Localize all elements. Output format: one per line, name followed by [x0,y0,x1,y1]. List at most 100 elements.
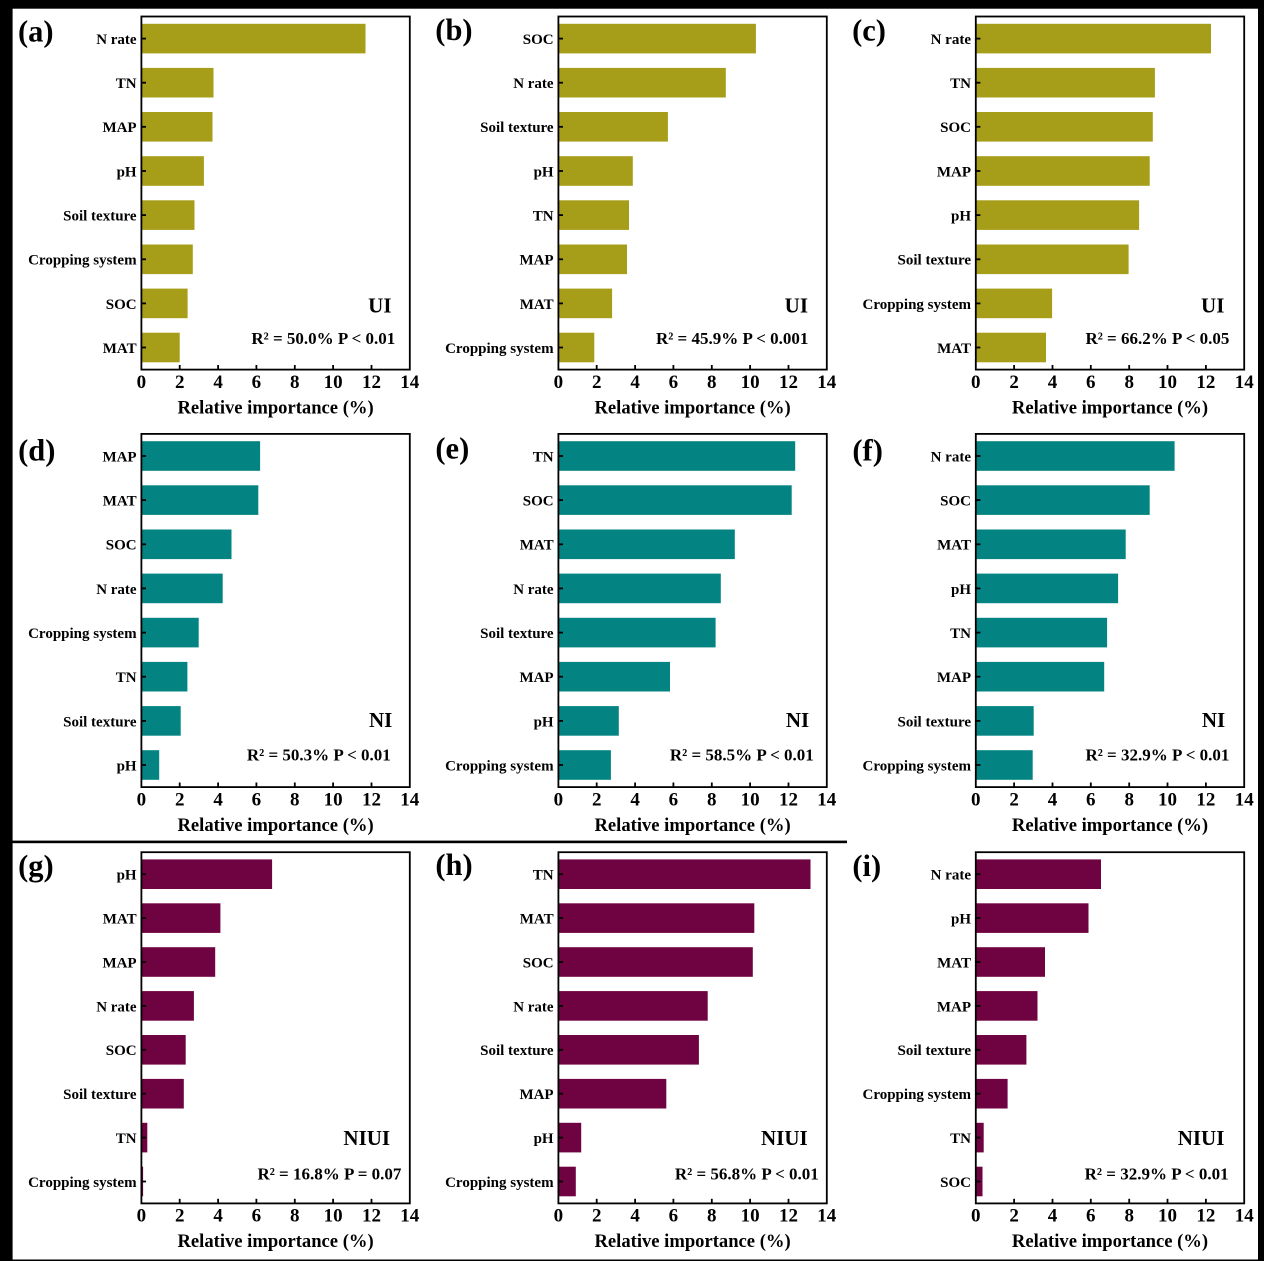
svg-text:12: 12 [1196,789,1215,810]
svg-text:N rate: N rate [513,582,554,598]
svg-text:Cropping system: Cropping system [863,758,972,774]
svg-text:8: 8 [1124,789,1134,810]
svg-text:UI: UI [368,293,391,317]
svg-text:(f): (f) [852,433,882,467]
svg-text:TN: TN [116,1131,137,1147]
svg-text:6: 6 [669,789,679,810]
svg-text:2: 2 [175,372,185,393]
svg-text:pH: pH [534,714,554,730]
svg-text:N rate: N rate [931,32,972,48]
svg-text:N rate: N rate [96,999,137,1015]
svg-text:14: 14 [1235,789,1255,810]
svg-text:MAT: MAT [103,494,137,510]
svg-text:SOC: SOC [106,538,137,554]
svg-text:12: 12 [362,789,381,810]
svg-text:Cropping system: Cropping system [28,1175,137,1191]
svg-text:14: 14 [817,789,837,810]
svg-text:TN: TN [116,670,137,686]
svg-text:pH: pH [534,1131,554,1147]
svg-text:(b): (b) [435,13,472,47]
svg-text:MAT: MAT [103,341,137,357]
svg-text:Relative importance (%): Relative importance (%) [177,397,373,418]
svg-text:NI: NI [1202,708,1225,732]
svg-text:6: 6 [252,372,262,393]
svg-text:4: 4 [213,1206,223,1227]
svg-text:10: 10 [324,789,343,810]
svg-text:4: 4 [630,372,640,393]
svg-text:N rate: N rate [513,76,554,92]
svg-text:10: 10 [741,789,760,810]
svg-text:0: 0 [137,789,147,810]
svg-text:6: 6 [1086,372,1096,393]
svg-text:2: 2 [592,789,602,810]
svg-text:Cropping system: Cropping system [863,1087,972,1103]
svg-text:Cropping system: Cropping system [28,626,137,642]
svg-text:10: 10 [324,372,343,393]
svg-text:4: 4 [1048,1206,1058,1227]
svg-text:NIUI: NIUI [1178,1126,1225,1150]
svg-text:(d): (d) [18,433,55,467]
svg-text:12: 12 [1196,372,1215,393]
svg-text:0: 0 [137,1206,147,1227]
svg-text:Soil texture: Soil texture [480,626,554,642]
svg-text:NI: NI [369,708,392,732]
svg-text:SOC: SOC [940,494,971,510]
svg-text:(i): (i) [852,849,881,883]
svg-text:6: 6 [1086,1206,1096,1227]
svg-text:2: 2 [1009,372,1019,393]
svg-text:Cropping system: Cropping system [445,1175,554,1191]
svg-text:6: 6 [669,372,679,393]
svg-text:MAT: MAT [103,912,137,928]
svg-text:MAP: MAP [102,449,136,465]
svg-text:0: 0 [971,1206,981,1227]
svg-text:SOC: SOC [523,494,554,510]
svg-text:14: 14 [817,1206,837,1227]
svg-text:6: 6 [669,1206,679,1227]
svg-text:MAP: MAP [937,999,971,1015]
svg-text:R² = 50.3% P < 0.01: R² = 50.3% P < 0.01 [247,745,391,764]
svg-text:SOC: SOC [940,1175,971,1191]
svg-text:MAP: MAP [937,670,971,686]
svg-text:Soil texture: Soil texture [898,714,972,730]
svg-text:12: 12 [779,372,798,393]
svg-text:pH: pH [951,582,971,598]
svg-text:MAP: MAP [519,253,553,269]
svg-text:0: 0 [971,789,981,810]
svg-text:10: 10 [1158,789,1177,810]
svg-text:8: 8 [290,789,300,810]
svg-text:0: 0 [554,1206,564,1227]
svg-text:SOC: SOC [523,955,554,971]
svg-text:MAP: MAP [519,1087,553,1103]
svg-text:TN: TN [533,209,554,225]
svg-text:2: 2 [175,1206,185,1227]
svg-text:R² = 58.5% P < 0.01: R² = 58.5% P < 0.01 [670,745,814,764]
svg-text:pH: pH [117,758,137,774]
svg-text:SOC: SOC [106,297,137,313]
svg-text:TN: TN [533,449,554,465]
svg-text:8: 8 [290,372,300,393]
svg-text:Relative importance (%): Relative importance (%) [177,1231,373,1252]
svg-text:4: 4 [213,372,223,393]
svg-text:Relative importance (%): Relative importance (%) [1012,815,1208,836]
svg-text:pH: pH [117,868,137,884]
svg-text:12: 12 [1196,1206,1215,1227]
svg-text:NIUI: NIUI [343,1126,390,1150]
svg-text:0: 0 [554,789,564,810]
svg-text:MAP: MAP [102,955,136,971]
svg-text:Relative importance (%): Relative importance (%) [177,815,373,836]
svg-text:0: 0 [971,372,981,393]
svg-text:2: 2 [592,1206,602,1227]
svg-text:12: 12 [362,1206,381,1227]
svg-text:14: 14 [400,372,420,393]
svg-text:Soil texture: Soil texture [63,1087,137,1103]
svg-text:10: 10 [741,372,760,393]
svg-text:(a): (a) [18,15,54,49]
svg-text:10: 10 [741,1206,760,1227]
svg-text:UI: UI [1201,293,1224,317]
svg-text:Cropping system: Cropping system [863,297,972,313]
svg-text:SOC: SOC [106,1043,137,1059]
svg-text:10: 10 [324,1206,343,1227]
svg-text:R² = 32.9% P < 0.01: R² = 32.9% P < 0.01 [1085,745,1229,764]
svg-text:pH: pH [117,164,137,180]
svg-text:MAP: MAP [519,670,553,686]
